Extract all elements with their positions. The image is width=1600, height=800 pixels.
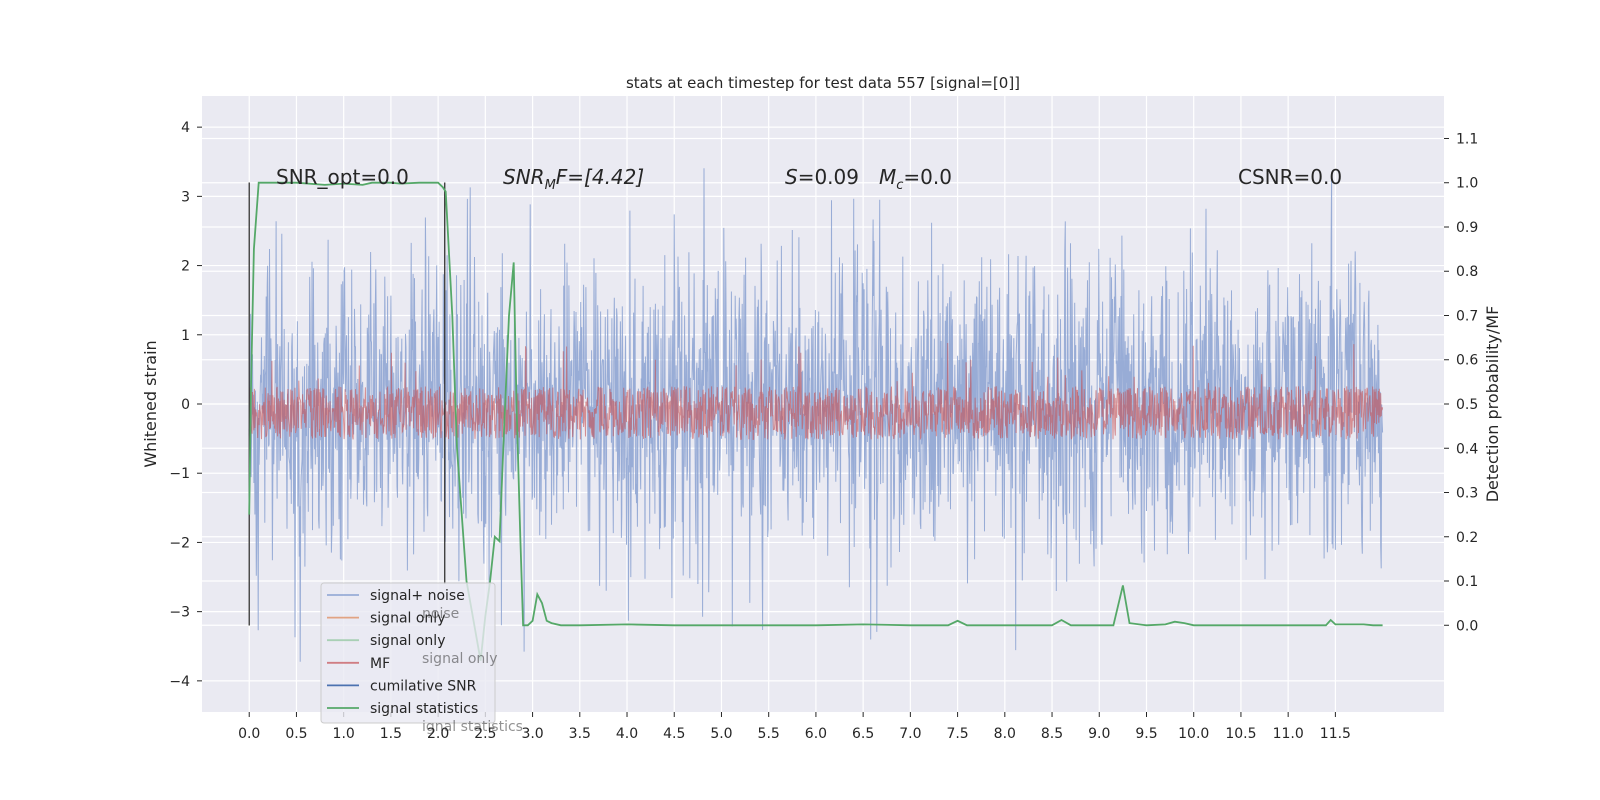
annotation-csnr: CSNR=0.0 [1238,165,1342,189]
legend-ghost-label: noise [422,606,459,622]
x-tick-label: 5.0 [710,726,732,742]
right-tick-label: 0.3 [1456,486,1478,502]
right-tick-label: 0.1 [1456,574,1478,590]
x-tick-label: 8.5 [1041,726,1063,742]
x-tick-label: 9.0 [1088,726,1110,742]
legend-ghost-label: ignal statistics [422,719,523,735]
right-tick-label: 0.8 [1456,264,1478,280]
x-tick-label: 6.5 [852,726,874,742]
y-tick-label: 4 [181,120,190,136]
legend-ghost-label: signal only [422,651,497,667]
legend-box [320,582,496,724]
x-tick-label: 11.5 [1320,726,1351,742]
y-tick-label: 3 [181,189,190,205]
y-axis-ticks-left: 4 3 2 1 0 −1 −2 −3 −4 [169,120,202,690]
x-tick-label: 4.5 [663,726,685,742]
right-tick-label: 0.0 [1456,618,1478,634]
legend-label: signal only [370,611,445,627]
right-tick-label: 1.1 [1456,131,1478,147]
annotation-snr-mf: SNRMF=[4.42] [503,165,644,193]
right-tick-label: 0.4 [1456,441,1478,457]
right-tick-label: 0.2 [1456,530,1478,546]
y-tick-label: 0 [181,397,190,413]
x-tick-label: 5.5 [758,726,780,742]
annotation-snr-opt: SNR_opt=0.0 [276,165,409,189]
legend: noise signal+ noise signal only signal only… [320,582,523,735]
right-tick-label: 0.9 [1456,220,1478,236]
x-tick-label: 7.0 [899,726,921,742]
right-tick-label: 1.0 [1456,176,1478,192]
x-tick-label: 3.0 [521,726,543,742]
y-tick-label: −4 [169,674,190,690]
x-tick-label: 0.5 [285,726,307,742]
legend-label: MF [370,656,390,672]
x-tick-label: 9.5 [1135,726,1157,742]
line-mf [248,342,1384,441]
right-tick-label: 0.6 [1456,353,1478,369]
x-tick-label: 7.5 [946,726,968,742]
x-tick-label: 10.0 [1178,726,1209,742]
y-axis-ticks-right: 1.1 1.0 0.9 0.8 0.7 0.6 0.5 0.4 0.3 0.2 0.1 0.0 [1444,131,1478,634]
x-tick-label: 1.0 [333,726,355,742]
legend-label: signal statistics [370,701,478,717]
x-axis-ticks: 0.0 0.5 1.0 1.5 2.0 2.5 3.0 3.5 4.0 4.5 5.0 5.5 6.0 6… [238,712,1351,742]
vertical-markers [248,182,446,626]
line-signal-statistics [248,181,1383,661]
x-tick-label: 3.5 [569,726,591,742]
y-tick-label: −3 [169,605,190,621]
legend-label: cumilative SNR [370,678,477,694]
legend-label: signal+ noise [370,588,465,604]
y-tick-label: 1 [181,328,190,344]
annotation-s: S=0.09 [785,165,859,189]
x-tick-label: 4.0 [616,726,638,742]
right-tick-label: 0.5 [1456,397,1478,413]
x-tick-label: 6.0 [805,726,827,742]
y-axis-label-left: Whitened strain [141,340,160,467]
x-tick-label: 8.0 [994,726,1016,742]
annotation-mc: Mc=0.0 [879,165,952,193]
x-tick-label: 2.0 [427,726,449,742]
x-tick-label: 2.5 [474,726,496,742]
y-axis-label-right: Detection probability/MF [1483,306,1502,503]
right-tick-label: 0.7 [1456,308,1478,324]
series-signal-statistics [248,181,1383,661]
legend-label: signal only [370,633,445,649]
y-tick-label: −1 [169,466,190,482]
y-tick-label: 2 [181,259,190,275]
x-tick-label: 10.5 [1225,726,1256,742]
x-tick-label: 0.0 [238,726,260,742]
chart-title: stats at each timestep for test data 557… [626,74,1020,92]
y-tick-label: −2 [169,535,190,551]
x-tick-label: 11.0 [1273,726,1304,742]
series-mf [248,342,1384,441]
x-tick-label: 1.5 [380,726,402,742]
